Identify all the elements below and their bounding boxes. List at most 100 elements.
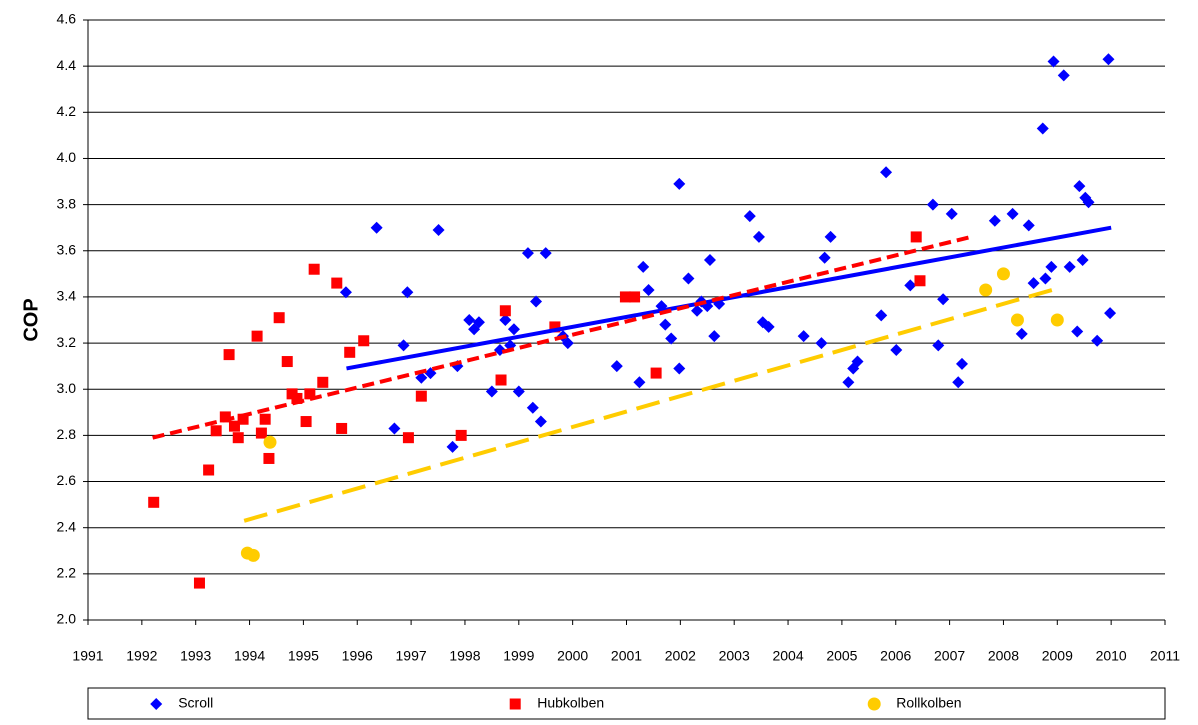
point xyxy=(317,376,329,388)
legend-marker xyxy=(509,698,521,710)
point xyxy=(1036,122,1049,135)
y-tick-label: 3.8 xyxy=(57,195,77,211)
point xyxy=(1006,207,1019,220)
point xyxy=(273,312,285,324)
legend-marker xyxy=(867,697,881,711)
point xyxy=(762,320,775,333)
trend-line xyxy=(346,225,1112,371)
point xyxy=(446,440,459,453)
point xyxy=(193,577,205,589)
point xyxy=(880,166,893,179)
point xyxy=(937,293,950,306)
point xyxy=(251,330,263,342)
point xyxy=(300,416,312,428)
y-tick-label: 2.8 xyxy=(57,426,77,442)
point xyxy=(1022,219,1035,232)
point xyxy=(259,413,271,425)
point xyxy=(223,349,235,361)
point xyxy=(534,415,547,428)
point xyxy=(1082,196,1095,209)
point xyxy=(629,291,641,303)
legend-label: Rollkolben xyxy=(896,695,961,711)
point xyxy=(673,177,686,190)
point xyxy=(331,277,343,289)
y-tick-label: 2.4 xyxy=(57,518,77,534)
point xyxy=(682,272,695,285)
x-tick-label: 1995 xyxy=(288,648,319,664)
point xyxy=(237,413,249,425)
point xyxy=(148,496,160,508)
point xyxy=(1076,254,1089,266)
point xyxy=(561,337,574,350)
x-tick-label: 2000 xyxy=(557,648,588,664)
point xyxy=(1045,260,1058,273)
y-tick-label: 3.6 xyxy=(57,241,77,257)
point xyxy=(339,286,352,299)
point xyxy=(521,247,534,260)
point xyxy=(1071,325,1084,338)
point xyxy=(851,355,864,368)
point xyxy=(1027,277,1040,290)
legend-label: Hubkolben xyxy=(537,695,604,711)
x-tick-label: 2009 xyxy=(1042,648,1073,664)
y-tick-label: 3.4 xyxy=(57,288,77,304)
y-tick-label: 3.0 xyxy=(57,380,77,396)
point xyxy=(650,367,662,379)
point xyxy=(1039,272,1052,285)
point xyxy=(955,357,968,370)
point xyxy=(1063,260,1076,273)
y-tick-label: 2.2 xyxy=(57,565,77,581)
point xyxy=(659,318,672,331)
point xyxy=(219,411,231,423)
x-tick-label: 2010 xyxy=(1096,648,1127,664)
point xyxy=(797,330,810,343)
y-axis-title: COP xyxy=(20,298,42,341)
point xyxy=(815,337,828,350)
x-tick-label: 1994 xyxy=(234,648,265,664)
point xyxy=(495,374,507,386)
point xyxy=(1010,313,1024,327)
y-tick-label: 4.0 xyxy=(57,149,77,165)
trend-line xyxy=(243,285,1061,523)
point xyxy=(499,305,511,317)
x-tick-label: 1997 xyxy=(396,648,427,664)
point xyxy=(228,420,240,432)
point xyxy=(642,284,655,296)
point xyxy=(637,260,650,273)
point xyxy=(910,231,922,243)
x-tick-label: 1996 xyxy=(342,648,373,664)
point xyxy=(875,309,888,322)
legend xyxy=(87,687,1166,720)
point xyxy=(1050,313,1064,327)
y-tick-label: 2.6 xyxy=(57,472,77,488)
y-tick-label: 3.2 xyxy=(57,334,77,350)
x-tick-label: 2007 xyxy=(934,648,965,664)
point xyxy=(1073,180,1086,193)
x-tick-label: 2001 xyxy=(611,648,642,664)
x-tick-label: 2003 xyxy=(719,648,750,664)
point xyxy=(485,385,498,398)
point xyxy=(549,321,561,333)
point xyxy=(358,335,370,347)
x-tick-label: 2005 xyxy=(826,648,857,664)
point xyxy=(263,435,277,449)
point xyxy=(255,427,267,439)
point xyxy=(504,339,517,352)
point xyxy=(1015,327,1028,340)
x-tick-label: 2004 xyxy=(772,648,803,664)
point xyxy=(499,314,512,326)
point xyxy=(945,207,958,220)
point xyxy=(210,425,222,437)
point xyxy=(336,422,348,434)
point xyxy=(926,198,939,211)
point xyxy=(388,422,401,435)
point xyxy=(415,371,428,384)
x-tick-label: 1993 xyxy=(180,648,211,664)
point xyxy=(507,323,520,336)
point xyxy=(752,230,765,243)
point xyxy=(1057,69,1070,82)
point xyxy=(432,224,445,236)
point xyxy=(1102,53,1115,66)
x-tick-label: 1999 xyxy=(503,648,534,664)
legend-label: Scroll xyxy=(178,695,213,711)
